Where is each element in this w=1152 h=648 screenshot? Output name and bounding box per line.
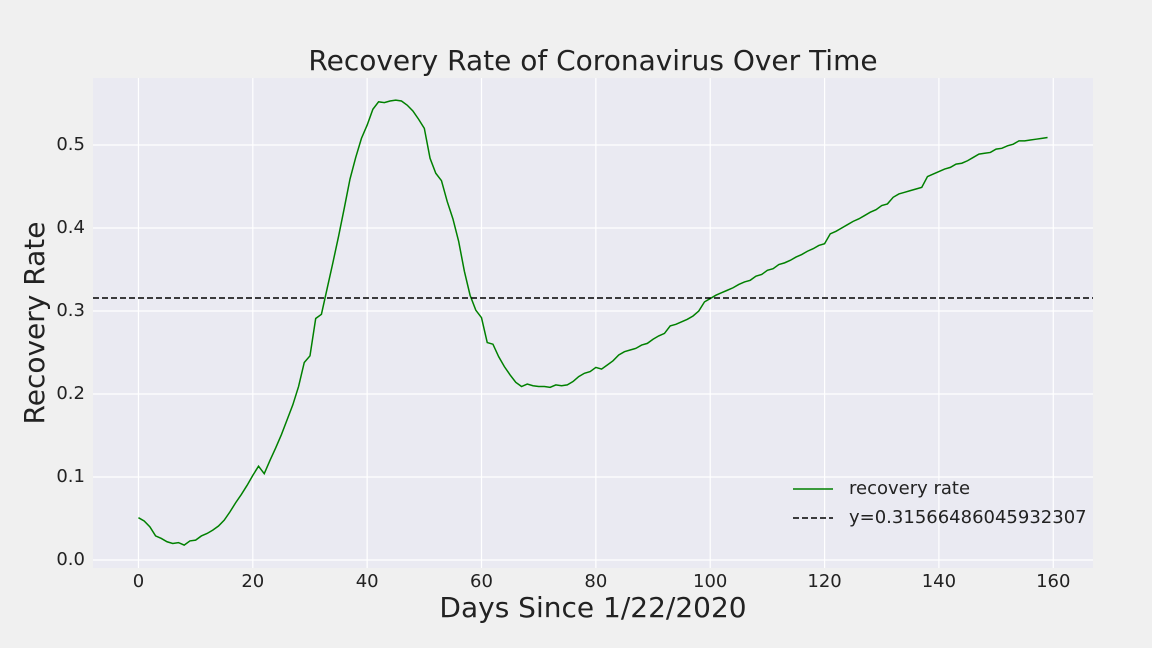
chart-title: Recovery Rate of Coronavirus Over Time: [308, 44, 877, 77]
y-tick-label: 0.2: [56, 383, 85, 404]
y-tick-label: 0.3: [56, 300, 85, 321]
plot-background: [93, 78, 1093, 568]
y-tick-label: 0.4: [56, 217, 85, 238]
x-tick-label: 100: [693, 571, 727, 592]
y-axis-label: Recovery Rate: [18, 222, 51, 425]
legend-label: recovery rate: [849, 478, 970, 499]
x-tick-label: 80: [584, 571, 607, 592]
y-tick-label: 0.0: [56, 549, 85, 570]
x-tick-label: 40: [356, 571, 379, 592]
x-tick-label: 120: [807, 571, 841, 592]
legend-label: y=0.31566486045932307: [849, 507, 1087, 528]
y-tick-label: 0.1: [56, 466, 85, 487]
x-axis-label: Days Since 1/22/2020: [439, 591, 746, 624]
marks: [93, 99, 1093, 546]
x-tick-label: 160: [1036, 571, 1070, 592]
y-tick-label: 0.5: [56, 134, 85, 155]
grid: [93, 78, 1093, 568]
x-tick-label: 20: [241, 571, 264, 592]
data-line: [138, 99, 1048, 546]
x-tick-label: 0: [133, 571, 144, 592]
x-tick-label: 60: [470, 571, 493, 592]
x-tick-label: 140: [922, 571, 956, 592]
